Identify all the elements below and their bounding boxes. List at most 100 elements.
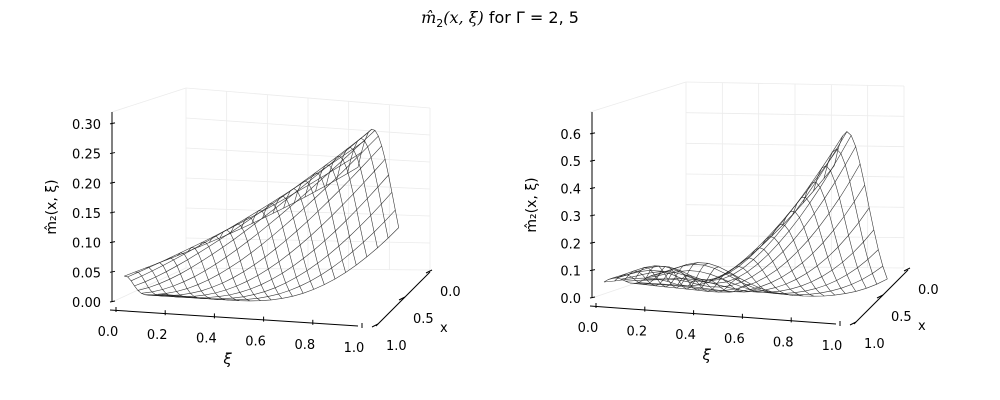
surface-line [166, 257, 208, 299]
title-values: 2, 5 [548, 8, 579, 27]
xi-tick-label: 0.0 [578, 321, 599, 336]
surface-line [325, 155, 368, 257]
surface-line [603, 165, 835, 287]
z-tick-label: 0.3 [560, 210, 581, 225]
z-tick-labels: 0.00 0.05 0.10 0.15 0.20 0.25 0.30 [72, 118, 101, 311]
axis-lines [109, 112, 433, 328]
grid-line [111, 87, 187, 113]
z-axis-label: m̂₂(x, ξ) [524, 177, 540, 232]
title-args: (x, ξ) [443, 8, 484, 27]
surface-line [792, 196, 846, 294]
surface-line [709, 277, 762, 293]
surface-line [782, 210, 836, 296]
x-tick [398, 296, 406, 301]
xi-tick-label: 0.2 [626, 325, 647, 340]
z-tick-label: 0.20 [72, 177, 101, 192]
z-tick-label: 0.6 [560, 128, 581, 143]
surface-line [230, 223, 272, 301]
axis-lines [589, 112, 911, 326]
surface-line [156, 262, 197, 298]
z-tick-label: 0.10 [72, 237, 101, 252]
xi-tick-label: 0.0 [98, 325, 119, 340]
z-tick-label: 0.4 [560, 183, 581, 198]
surface-line [750, 247, 804, 297]
z-tick [109, 211, 116, 214]
surface-line [612, 135, 843, 281]
x-tick [876, 294, 884, 299]
z-tick-label: 0.15 [72, 207, 101, 222]
grid-line [185, 267, 431, 271]
surface-line [687, 278, 740, 293]
x-axis-label: x [440, 321, 448, 336]
x-tick-labels: 0.0 0.5 1.0 [864, 283, 939, 352]
surface-line [240, 216, 283, 299]
z-tick-label: 0.00 [72, 296, 101, 311]
x-axis-label: x [918, 319, 926, 334]
z-tick [589, 296, 596, 299]
z-tick [109, 122, 116, 125]
surface-line [198, 241, 240, 301]
x-tick-label: 0.5 [413, 312, 434, 327]
z-tick-label: 0.2 [560, 237, 581, 252]
xi-axis-line [589, 305, 837, 325]
grid-line [685, 265, 905, 269]
surface-line [304, 172, 346, 273]
xi-tick-label: 1.0 [344, 341, 365, 356]
z-tick [589, 241, 596, 244]
surface-line [134, 271, 176, 297]
surface-line [624, 267, 677, 287]
x-tick-label: 0.0 [918, 283, 939, 298]
x-tick-label: 0.0 [440, 285, 461, 300]
surface-line [645, 262, 698, 289]
xi-tick-label: 0.2 [147, 328, 168, 343]
xi-tick-label: 0.8 [294, 338, 315, 353]
surface-line [677, 271, 730, 292]
z-tick [109, 181, 116, 184]
surface-line [656, 263, 709, 290]
x-axis-line [853, 269, 909, 325]
z-tick [589, 214, 596, 217]
surface-line [315, 164, 357, 266]
surface-line [666, 266, 719, 291]
surface-line [730, 266, 783, 295]
x-tick [903, 267, 911, 272]
surface-line [145, 267, 187, 298]
xi-axis-label: ξ [222, 350, 232, 368]
surface-line [357, 128, 399, 228]
z-tick-label: 0.25 [72, 148, 101, 163]
surface-line [187, 247, 229, 301]
surface-line [272, 195, 314, 290]
xi-tick-label: 0.4 [196, 331, 217, 346]
x-tick-label: 1.0 [864, 337, 885, 352]
axes-group: 0.00 0.05 0.10 0.15 0.20 0.25 0.30 0.0 0.2 0.4 0.6… [44, 87, 461, 368]
z-tick-label: 0.0 [560, 292, 581, 307]
z-tick [589, 132, 596, 135]
z-tick [109, 300, 116, 303]
x-tick-labels: 0.0 0.5 1.0 [386, 285, 461, 354]
z-tick [589, 269, 596, 272]
surface-line [294, 180, 336, 280]
surface-line [621, 135, 852, 284]
surface-line [283, 188, 325, 285]
surface-line [127, 152, 362, 278]
z-tick-label: 0.1 [560, 265, 581, 280]
x-tick-label: 0.5 [891, 310, 912, 325]
surface-line [647, 249, 879, 294]
surface-line [813, 165, 867, 289]
surface-line [771, 223, 825, 297]
axes-group: 0.00.10.20.30.40.50.60.0 0.2 0.4 0.6 0.8 1.00… [524, 81, 939, 364]
xi-tick-labels: 0.0 0.2 0.4 0.6 0.8 1.0 [98, 325, 365, 356]
surface-line [635, 264, 688, 288]
surface-line [698, 279, 751, 293]
surface-line [614, 271, 667, 285]
surface-line [336, 146, 378, 248]
surface-wireframe [603, 131, 888, 297]
z-tick [109, 270, 116, 273]
title-m-hat: m̂ [421, 8, 437, 27]
surface-line [603, 274, 656, 284]
surface-line [251, 210, 293, 297]
surface-line [124, 275, 166, 296]
z-tick-label: 0.30 [72, 118, 101, 133]
surface-line [802, 181, 857, 292]
